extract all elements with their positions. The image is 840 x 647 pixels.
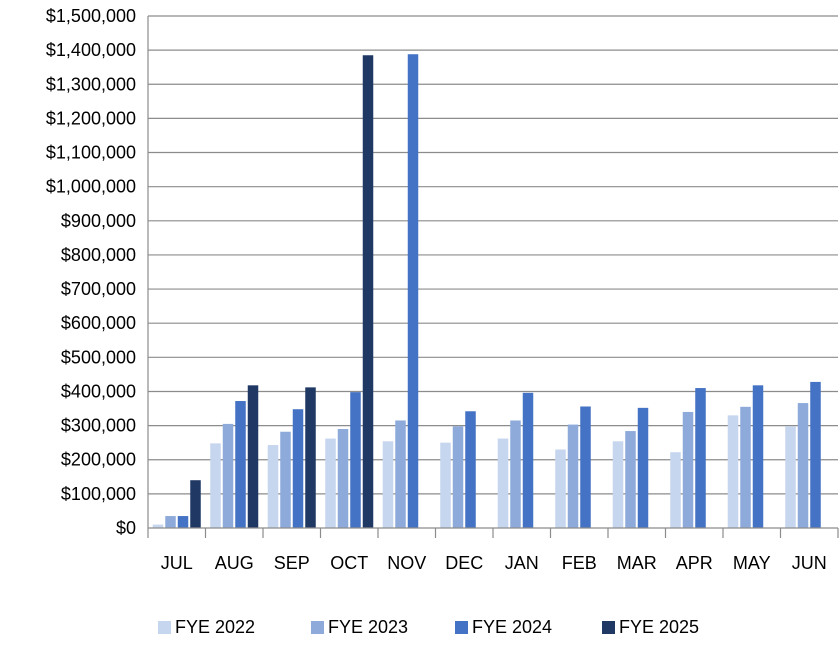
x-tick-label: NOV — [387, 553, 426, 573]
bar-fye-2024-feb — [580, 406, 591, 528]
legend: FYE 2022 FYE 2023 FYE 2024 FYE 2025 — [158, 617, 699, 637]
bar-fye-2023-may — [740, 406, 751, 528]
bar-fye-2024-jan — [522, 392, 534, 528]
bar-fye-2022-jan — [497, 438, 509, 528]
bar-fye-2023-oct — [337, 429, 349, 528]
y-tick-label: $400,000 — [61, 381, 136, 401]
bar-fye-2022-mar — [612, 441, 624, 528]
y-tick-label: $1,000,000 — [46, 177, 136, 197]
bar-fye-2022-may — [727, 415, 739, 528]
bar-fye-2024-oct — [350, 392, 361, 528]
bar-fye-2024-dec — [465, 411, 476, 528]
legend-swatch — [455, 621, 468, 634]
bar-fye-2024-aug — [235, 401, 246, 528]
bar-fye-2025-oct — [362, 55, 374, 529]
x-tick-label: OCT — [330, 553, 368, 573]
y-tick-label: $500,000 — [61, 347, 136, 367]
bar-fye-2024-jul — [177, 516, 189, 528]
legend-label: FYE 2023 — [328, 617, 408, 637]
bar-fye-2025-aug — [247, 385, 259, 528]
bar-fye-2023-sep — [280, 431, 291, 528]
y-tick-label: $200,000 — [61, 450, 136, 470]
y-tick-label: $300,000 — [61, 416, 136, 436]
x-axis-category-labels: JUL AUG SEP OCT NOV DEC JAN FEB MAR APR MAY JUN — [161, 553, 827, 573]
bar-fye-2022-aug — [210, 443, 221, 528]
y-tick-label: $800,000 — [61, 245, 136, 265]
y-tick-label: $900,000 — [61, 211, 136, 231]
bar-fye-2023-jan — [510, 420, 521, 528]
y-tick-label: $1,300,000 — [46, 74, 136, 94]
bar-fye-2024-nov — [407, 54, 419, 528]
bar-fye-2023-apr — [682, 411, 694, 528]
x-tick-label: FEB — [562, 553, 597, 573]
y-tick-label: $0 — [116, 518, 136, 538]
bar-fye-2024-may — [752, 385, 764, 528]
bar-fye-2024-apr — [695, 388, 706, 528]
x-tick-label: DEC — [445, 553, 483, 573]
bar-fye-2023-nov — [395, 420, 406, 528]
bar-fye-2023-feb — [567, 424, 579, 528]
bar-fye-2023-aug — [222, 423, 234, 528]
x-tick-label: MAY — [733, 553, 771, 573]
bar-fye-2025-jul — [190, 480, 201, 528]
bar-fye-2023-jul — [165, 516, 176, 528]
legend-swatch — [602, 621, 615, 634]
y-tick-label: $700,000 — [61, 279, 136, 299]
legend-swatch — [158, 621, 171, 634]
y-tick-label: $1,500,000 — [46, 6, 136, 26]
bar-fye-2022-jun — [785, 426, 796, 528]
bar-fye-2022-dec — [440, 442, 451, 528]
axes — [147, 16, 839, 538]
y-axis-tick-labels: $0 $100,000 $200,000 $300,000 $400,000 $500,0… — [46, 6, 136, 538]
y-tick-label: $100,000 — [61, 484, 136, 504]
x-tick-label: AUG — [215, 553, 254, 573]
legend-label: FYE 2024 — [472, 617, 552, 637]
bar-fye-2022-apr — [670, 452, 681, 528]
bar-fye-2022-sep — [267, 445, 279, 528]
x-tick-label: SEP — [274, 553, 310, 573]
bar-fye-2024-mar — [637, 407, 649, 528]
x-tick-label: APR — [676, 553, 713, 573]
bar-fye-2022-oct — [325, 438, 336, 528]
x-tick-label: MAR — [617, 553, 657, 573]
legend-label: FYE 2022 — [175, 617, 255, 637]
bar-fye-2022-feb — [555, 449, 566, 528]
y-tick-label: $1,400,000 — [46, 40, 136, 60]
bar-fye-2025-sep — [305, 387, 316, 528]
bar-fye-2024-jun — [810, 381, 821, 528]
bar-fye-2023-mar — [625, 431, 636, 528]
gridlines — [148, 15, 838, 495]
x-tick-label: JUN — [792, 553, 827, 573]
bar-fye-2023-dec — [452, 426, 464, 528]
x-tick-label: JAN — [505, 553, 539, 573]
x-tick-label: JUL — [161, 553, 193, 573]
legend-swatch — [311, 621, 324, 634]
y-tick-label: $600,000 — [61, 313, 136, 333]
y-tick-label: $1,200,000 — [46, 108, 136, 128]
bar-fye-2022-jul — [152, 524, 164, 528]
bars — [152, 54, 821, 529]
bar-fye-2022-nov — [382, 441, 394, 528]
bar-fye-2023-jun — [797, 403, 809, 528]
legend-label: FYE 2025 — [619, 617, 699, 637]
bar-fye-2024-sep — [292, 409, 304, 528]
y-tick-label: $1,100,000 — [46, 143, 136, 163]
